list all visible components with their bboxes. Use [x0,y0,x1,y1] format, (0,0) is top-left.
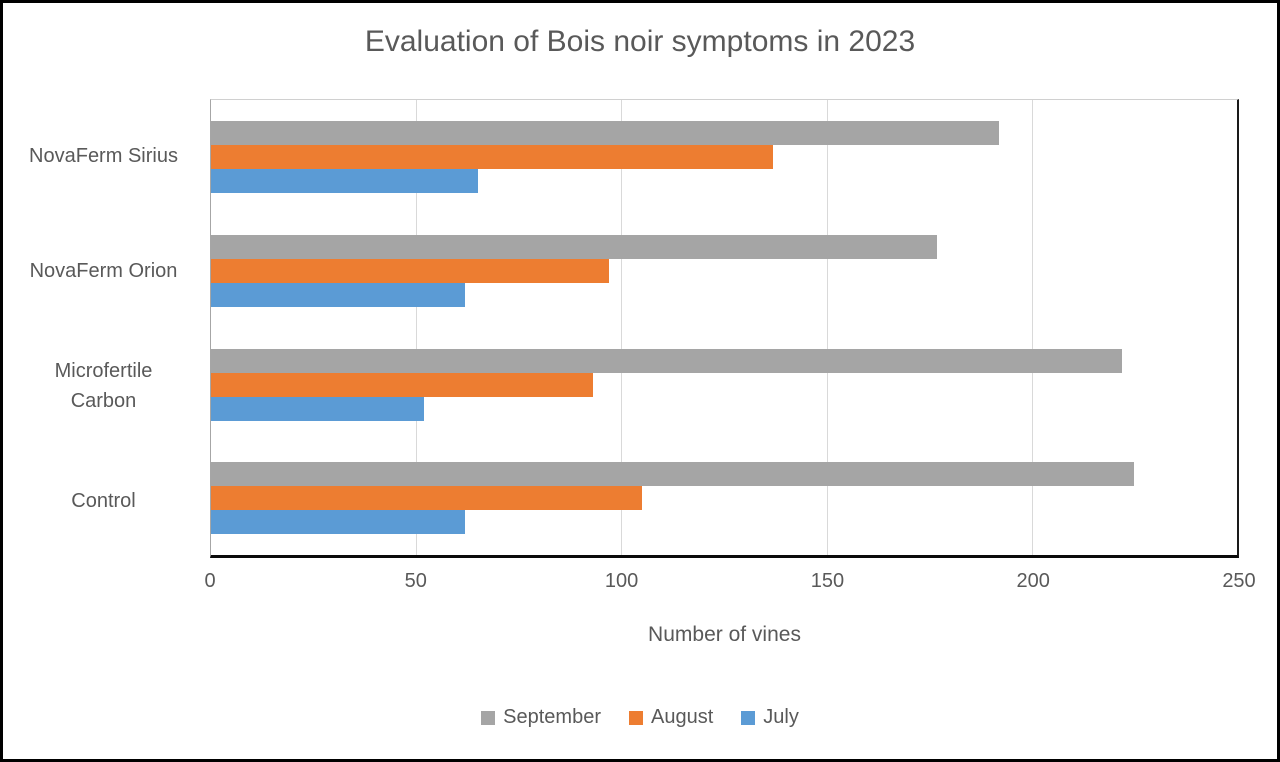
plot-area [210,99,1239,558]
category-label-text: NovaFerm Sirius [29,145,178,168]
legend: September August July [3,706,1277,729]
legend-label-september: September [503,706,601,728]
legend-item-september: September [481,706,601,729]
x-axis-ticks: 0 50 100 150 200 250 [204,570,1255,596]
x-tick-label-200: 200 [1016,570,1050,592]
gridline-50 [416,100,418,555]
gridline-100 [621,100,623,555]
bar-july-novaferm-sirius [211,169,478,193]
bar-july-novaferm-orion [211,282,466,307]
category-label-text: Microfertile Carbon [54,359,153,412]
legend-swatch-july [741,710,756,725]
category-label-control: Control [3,443,204,558]
bar-september-novaferm-sirius [211,121,999,145]
legend-label-july: July [763,706,799,728]
bar-september-control [211,462,1135,487]
bar-group-microfertile-carbon [211,328,1237,442]
bar-august-novaferm-orion [211,258,610,283]
x-tick-label-50: 50 [404,570,427,592]
category-label-novaferm-orion: NovaFerm Orion [3,214,204,329]
bar-july-control [211,510,466,535]
bar-july-microfertile-carbon [211,396,425,421]
bar-group-novaferm-sirius [211,100,1237,214]
category-label-microfertile-carbon: Microfertile Carbon [3,329,204,444]
bar-september-microfertile-carbon [211,348,1123,373]
legend-item-august: August [629,706,713,729]
bar-group-control [211,441,1237,555]
gridline-150 [826,100,828,555]
y-axis-labels: NovaFerm Sirius NovaFerm Orion Microfertil… [3,99,204,558]
x-tick-label-100: 100 [604,570,639,592]
x-tick-label-0: 0 [204,570,216,592]
legend-item-july: July [741,706,799,729]
bar-august-control [211,486,642,511]
x-tick-label-150: 150 [810,570,845,592]
legend-swatch-september [481,710,496,725]
gridline-200 [1031,100,1033,555]
category-label-text: Control [71,489,136,512]
bar-august-microfertile-carbon [211,372,593,397]
x-tick-label-250: 250 [1222,570,1256,592]
category-label-novaferm-sirius: NovaFerm Sirius [3,99,204,214]
x-axis-title: Number of vines [648,623,801,646]
category-label-text: NovaFerm Orion [29,260,178,283]
chart-title: Evaluation of Bois noir symptoms in 2023 [364,25,916,58]
bar-group-novaferm-orion [211,214,1237,328]
legend-swatch-august [629,710,643,725]
bar-august-novaferm-sirius [211,145,774,169]
bar-september-novaferm-orion [211,234,938,259]
legend-label-august: August [651,706,714,728]
